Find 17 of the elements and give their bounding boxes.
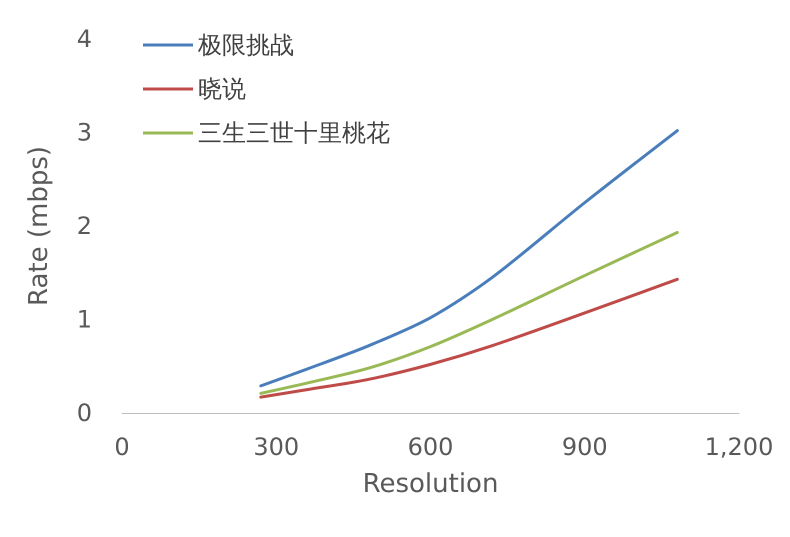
y-axis-title: Rate (mbps) bbox=[24, 146, 54, 306]
y-tick-label: 3 bbox=[76, 118, 92, 146]
legend-label: 晓说 bbox=[198, 75, 246, 103]
legend-label: 三生三世十里桃花 bbox=[198, 119, 390, 147]
y-tick-label: 1 bbox=[76, 306, 92, 334]
x-axis-title: Resolution bbox=[362, 469, 498, 499]
y-tick-label: 0 bbox=[76, 399, 92, 427]
line-series bbox=[259, 278, 679, 399]
x-tick-label: 300 bbox=[253, 433, 300, 461]
x-tick-label: 1,200 bbox=[704, 433, 774, 461]
y-tick-label: 4 bbox=[76, 25, 92, 53]
x-tick-label: 600 bbox=[408, 433, 454, 461]
line-series bbox=[259, 231, 679, 395]
x-tick-label: 0 bbox=[114, 433, 130, 461]
y-tick-label: 2 bbox=[76, 212, 92, 240]
legend-label: 极限挑战 bbox=[197, 31, 294, 59]
x-tick-label: 900 bbox=[562, 433, 608, 461]
